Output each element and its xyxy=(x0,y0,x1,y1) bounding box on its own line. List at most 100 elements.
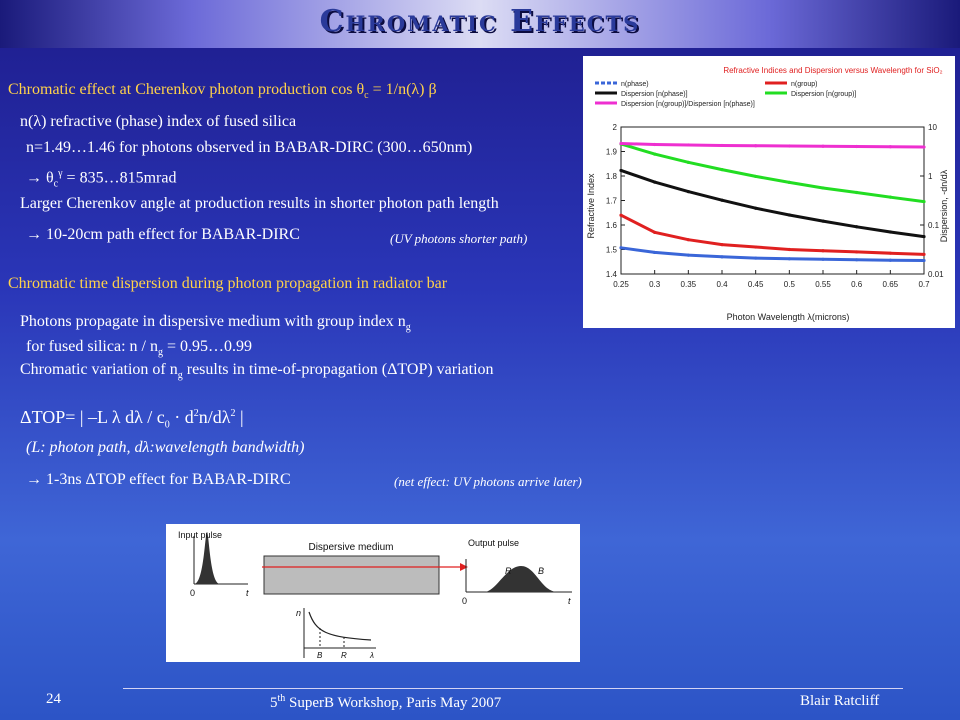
chart-ylabel: Refractive Index xyxy=(586,173,596,239)
series-1-point-3 xyxy=(720,243,724,247)
y-tick-label-3: 1.7 xyxy=(606,197,618,206)
chart-legend: n(phase) n(group) Dispersion [n(phase)] Dis… xyxy=(595,81,856,108)
inset-n-label: n xyxy=(296,608,301,618)
series-line-0 xyxy=(620,246,925,262)
series-4-point-2 xyxy=(686,143,690,147)
series-0-point-5 xyxy=(787,257,791,261)
series-4-point-7 xyxy=(855,144,859,149)
series-3-point-4 xyxy=(754,174,758,179)
s2-formula-sub: 0 xyxy=(164,419,170,431)
s1-path-effect-note: (UV photons shorter path) xyxy=(390,231,528,246)
series-2-point-6 xyxy=(821,219,825,223)
s2-line-group-index: Photons propagate in dispersive medium w… xyxy=(20,314,411,333)
dispersion-chart: Refractive Indices and Dispersion versus… xyxy=(583,56,955,328)
section2-heading: Chromatic time dispersion during photon … xyxy=(8,275,448,292)
s1-line-index-range: n=1.49…1.46 for photons observed in BABA… xyxy=(26,139,473,156)
s1-angle-sub: c xyxy=(53,178,59,190)
series-2-point-4 xyxy=(754,206,758,210)
medium-label: Dispersive medium xyxy=(308,542,393,553)
x-tick-label-9: 0.7 xyxy=(918,280,930,289)
series-1-point-2 xyxy=(686,238,690,242)
series-3-point-9 xyxy=(922,200,926,204)
output-pulse-shape xyxy=(484,566,558,592)
input-pulse-label: Input pulse xyxy=(178,530,222,540)
legend-label-0: n(phase) xyxy=(621,81,649,88)
s2-formula-sup2: 2 xyxy=(230,408,236,419)
series-line-3 xyxy=(620,142,925,204)
slide-title: Chromatic Effects xyxy=(319,4,641,39)
s2-variation-pre: Chromatic variation of n xyxy=(20,361,178,378)
section1-heading-text: Chromatic effect at Cherenkov photon pro… xyxy=(8,81,365,98)
s2-fused-silica-pre: for fused silica: n / n xyxy=(26,338,158,355)
s2-formula-post: | xyxy=(235,407,244,427)
footer-page-number: 24 xyxy=(46,691,61,707)
s2-group-index-sub: g xyxy=(405,322,411,334)
series-2-point-3 xyxy=(720,198,724,202)
series-1-point-1 xyxy=(653,230,657,234)
x-tick-label-0: 0.25 xyxy=(613,280,629,289)
footer-event-pre: 5 xyxy=(270,695,278,711)
s2-formula-pre: ΔTOP= | –L λ dλ / c xyxy=(20,407,165,427)
series-2-point-5 xyxy=(787,213,791,217)
series-0-point-3 xyxy=(720,255,724,259)
s1-line-angle: → θcγ = 835…815mrad xyxy=(26,169,176,190)
y2-tick-label-2: 0.1 xyxy=(928,221,940,230)
diagram-svg: Input pulse 0 t Dispersive medium Output… xyxy=(178,530,572,660)
x-tick-label-4: 0.45 xyxy=(748,280,764,289)
series-3-point-3 xyxy=(720,168,724,172)
series-1-point-4 xyxy=(754,245,758,249)
legend-label-1: n(group) xyxy=(791,81,817,88)
inset-r-label: R xyxy=(341,651,347,660)
series-3-point-7 xyxy=(855,190,859,195)
y-tick-label-5: 1.5 xyxy=(606,246,618,255)
y-tick-label-6: 1.4 xyxy=(606,270,618,279)
y2-tick-label-0: 10 xyxy=(928,123,937,132)
input-time-label: t xyxy=(246,588,249,598)
series-4-point-8 xyxy=(888,145,892,149)
series-2-point-9 xyxy=(922,234,926,239)
legend-label-4: Dispersion [n(group)]/Dispersion [n(phas… xyxy=(621,101,755,108)
series-line-2 xyxy=(620,168,925,239)
series-4-point-4 xyxy=(754,144,758,148)
y2-tick-label-3: 0.01 xyxy=(928,270,944,279)
chart-plot-area: 0.25 0.3 0.35 0.4 0.45 0.5 0.55 0.6 0.65 0.7 2 1.9 1… xyxy=(606,123,944,289)
s1-line-path-effect: → 10-20cm path effect for BABAR-DIRC xyxy=(26,226,300,243)
inset-b-label: B xyxy=(317,651,323,660)
title-bar xyxy=(0,0,960,48)
section1-heading: Chromatic effect at Cherenkov photon pro… xyxy=(8,82,437,101)
series-3-point-5 xyxy=(787,180,791,185)
series-4-point-5 xyxy=(787,144,791,148)
s1-angle-sup: γ xyxy=(58,168,63,179)
x-tick-label-7: 0.6 xyxy=(851,280,863,289)
series-3-point-8 xyxy=(888,195,892,199)
series-0-point-2 xyxy=(686,253,690,257)
series-line-1 xyxy=(620,213,925,256)
s2-fused-silica-sub: g xyxy=(157,347,163,359)
s2-variation-post: results in time-of-propagation (ΔTOP) va… xyxy=(182,361,494,378)
s2-line-chromatic-variation: Chromatic variation of ng results in tim… xyxy=(20,362,494,381)
series-1-point-0 xyxy=(619,213,623,217)
series-1-point-6 xyxy=(821,249,825,253)
s2-top-effect-note: (net effect: UV photons arrive later) xyxy=(394,474,582,489)
series-2-point-2 xyxy=(686,190,690,194)
s2-group-index-pre: Photons propagate in dispersive medium w… xyxy=(20,313,406,330)
propagation-arrow-head xyxy=(460,563,468,571)
footer-author: Blair Ratcliff xyxy=(800,693,880,709)
series-1-point-8 xyxy=(888,251,892,255)
x-tick-label-6: 0.55 xyxy=(815,280,831,289)
dispersive-medium-diagram: Input pulse 0 t Dispersive medium Output… xyxy=(166,524,580,662)
input-zero-label: 0 xyxy=(190,588,195,598)
footer-event-sup: th xyxy=(277,693,286,704)
input-pulse-shape xyxy=(194,532,220,584)
s2-formula-sup1: 2 xyxy=(193,408,199,419)
series-0-point-6 xyxy=(821,257,825,261)
footer-event: 5th SuperB Workshop, Paris May 2007 xyxy=(270,693,501,712)
series-2-point-7 xyxy=(855,225,859,229)
s1-line-refractive-index: n(λ) refractive (phase) index of fused s… xyxy=(20,113,297,130)
chart-xlabel: Photon Wavelength λ(microns) xyxy=(727,312,850,322)
series-0-point-9 xyxy=(922,258,926,263)
s2-formula-mid: · d xyxy=(169,407,194,427)
x-tick-label-5: 0.5 xyxy=(784,280,796,289)
s1-angle-post: = 835…815mrad xyxy=(62,169,177,187)
series-0-point-0 xyxy=(619,246,623,250)
